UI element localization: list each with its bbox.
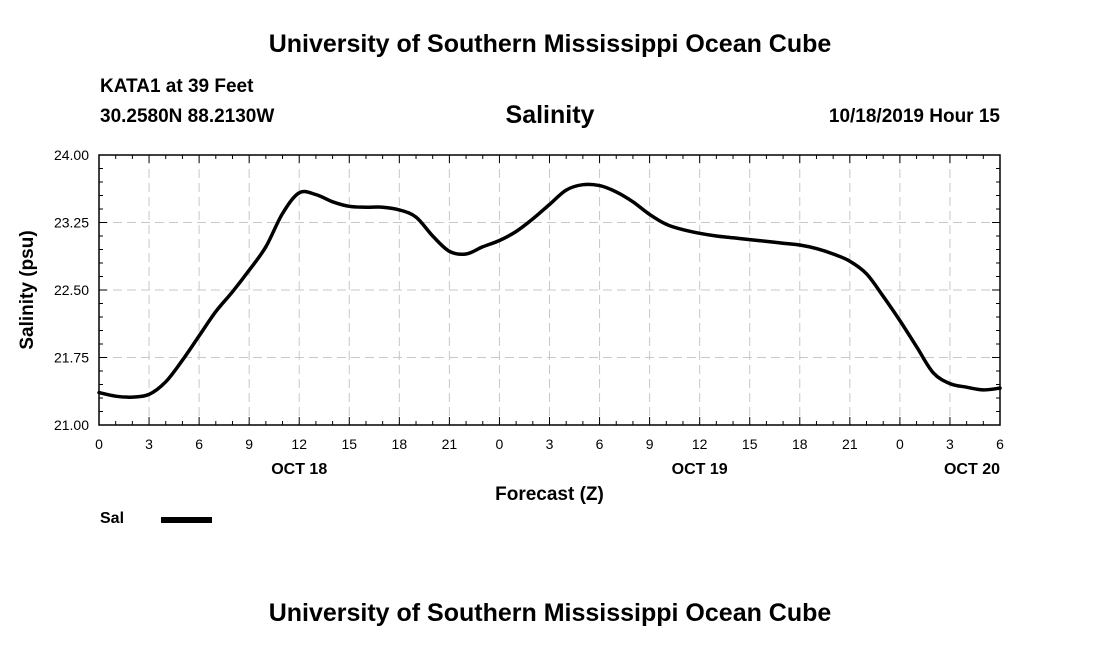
run-time: 10/18/2019 Hour 15 bbox=[828, 106, 1000, 127]
x-day-label: OCT 20 bbox=[944, 461, 1000, 478]
page-title: University of Southern Mississippi Ocean… bbox=[268, 30, 832, 58]
x-tick-label: 12 bbox=[692, 436, 708, 452]
x-tick-label: 9 bbox=[646, 436, 654, 452]
x-tick-label: 9 bbox=[245, 436, 253, 452]
x-tick-label: 12 bbox=[291, 436, 307, 452]
y-tick-label: 21.75 bbox=[54, 350, 89, 366]
x-axis-title: Forecast (Z) bbox=[495, 484, 604, 505]
grid-lines bbox=[99, 155, 1000, 425]
chart-title: Salinity bbox=[505, 101, 595, 129]
y-tick-label: 24.00 bbox=[54, 147, 89, 163]
x-day-label: OCT 19 bbox=[672, 461, 728, 478]
axis-labels: 0 3 6 9 12 15 18 21 0 3 6 9 12 15 18 21 0 3 6 21.00 21.75 22.… bbox=[17, 147, 1004, 505]
station-coordinates: 30.2580N 88.2130W bbox=[100, 106, 275, 127]
x-tick-label: 0 bbox=[95, 436, 103, 452]
x-tick-label: 6 bbox=[195, 436, 203, 452]
y-tick-label: 22.50 bbox=[54, 282, 89, 298]
x-tick-label: 3 bbox=[145, 436, 153, 452]
series-line-sal bbox=[97, 182, 1002, 399]
axis-ticks bbox=[98, 154, 1001, 426]
station-label: KATA1 at 39 Feet bbox=[100, 76, 254, 97]
x-tick-label: 0 bbox=[896, 436, 904, 452]
x-tick-label: 6 bbox=[596, 436, 604, 452]
x-tick-label: 21 bbox=[842, 436, 858, 452]
x-tick-label: 0 bbox=[496, 436, 504, 452]
x-tick-label: 15 bbox=[742, 436, 758, 452]
x-tick-label: 3 bbox=[946, 436, 954, 452]
legend-label: Sal bbox=[100, 510, 125, 527]
x-tick-label: 6 bbox=[996, 436, 1004, 452]
x-tick-label: 21 bbox=[442, 436, 458, 452]
x-tick-label: 3 bbox=[546, 436, 554, 452]
y-tick-label: 21.00 bbox=[54, 417, 89, 433]
x-tick-label: 15 bbox=[341, 436, 357, 452]
y-tick-label: 23.25 bbox=[54, 215, 89, 231]
x-tick-label: 18 bbox=[392, 436, 408, 452]
x-day-label: OCT 18 bbox=[271, 461, 327, 478]
footer-title: University of Southern Mississippi Ocean… bbox=[268, 599, 832, 627]
legend-swatch bbox=[161, 517, 212, 523]
x-tick-label: 18 bbox=[792, 436, 808, 452]
y-axis-title: Salinity (psu) bbox=[17, 230, 38, 349]
